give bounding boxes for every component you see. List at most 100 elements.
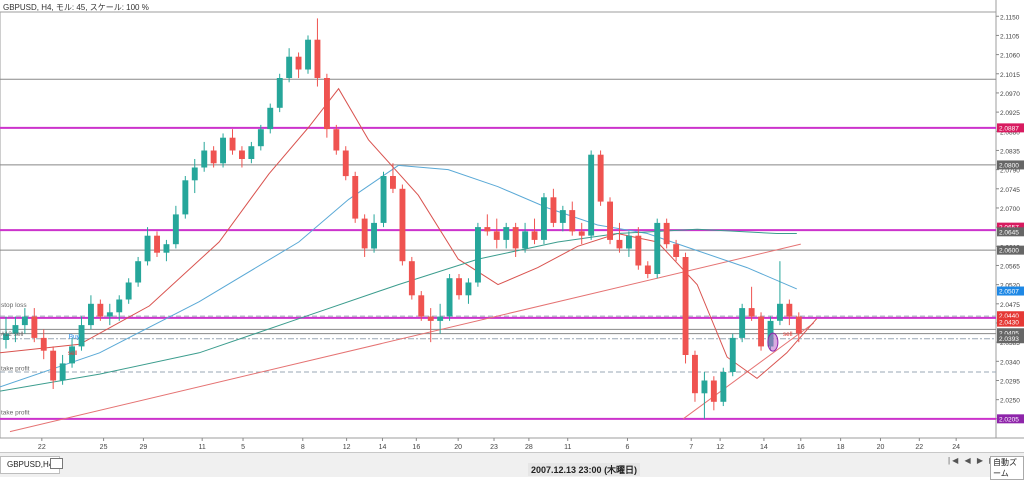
candle <box>267 103 274 134</box>
candle <box>493 218 500 249</box>
candle <box>710 376 717 411</box>
price-tag-box <box>997 414 1024 424</box>
price-tag-box <box>997 245 1024 255</box>
candle-body <box>314 39 321 78</box>
x-tick-label: 16 <box>412 444 420 451</box>
x-tick-label: 24 <box>952 444 960 451</box>
candle <box>644 261 651 279</box>
y-tick-label: 2.0295 <box>1000 378 1020 385</box>
y-tick-label: 2.0790 <box>1000 168 1020 175</box>
candle <box>399 184 406 266</box>
candle <box>578 222 585 245</box>
candle-body <box>748 308 755 317</box>
candle <box>701 371 708 419</box>
candle-body <box>635 235 642 266</box>
candle <box>795 312 802 343</box>
candle <box>144 227 151 266</box>
candle-body <box>446 278 453 317</box>
chart-annotation: Buy <box>69 333 81 340</box>
chart-annotation: sell <box>68 350 78 357</box>
chart-annotation: take profit <box>1 410 30 417</box>
candle-body <box>578 231 585 236</box>
candle-body <box>201 150 208 168</box>
y-tick-label: 2.0835 <box>1000 148 1020 155</box>
price-tag: 2.0405 <box>997 328 1024 338</box>
x-tick-label: 29 <box>140 444 148 451</box>
chart-annotation: take profit <box>1 366 30 373</box>
x-tick-label: 11 <box>564 444 571 451</box>
candle <box>512 222 519 257</box>
candle-body <box>729 337 736 372</box>
candle <box>729 333 736 377</box>
candle <box>88 295 94 330</box>
x-tick-label: 22 <box>38 444 46 451</box>
x-tick-label: 14 <box>379 444 387 451</box>
candle <box>503 222 510 249</box>
price-tag: 2.0800 <box>997 160 1024 170</box>
candle <box>135 256 142 287</box>
candle <box>588 150 595 240</box>
chart-annotation: sell <box>783 331 793 338</box>
candle-body <box>720 372 727 402</box>
plot-area <box>0 11 997 439</box>
candle-body <box>163 244 170 253</box>
candle-body <box>710 380 717 402</box>
x-tick-label: 12 <box>343 444 351 451</box>
y-tick-label: 2.0475 <box>1000 302 1020 309</box>
candle-body <box>248 146 255 159</box>
candle-body <box>135 261 142 283</box>
y-tick-label: 2.1015 <box>1000 72 1020 79</box>
candle <box>40 329 47 360</box>
price-chart[interactable]: 2.1150 2.1105 2.1060 2.1015 2.0970 2.0925 2.08… <box>0 0 1024 452</box>
candle <box>559 205 566 232</box>
candle-body <box>758 316 764 347</box>
candle <box>748 286 755 321</box>
candle-body <box>276 78 283 108</box>
candle-body <box>154 235 160 253</box>
candle-body <box>682 257 689 355</box>
candle-body <box>220 137 226 164</box>
candle <box>3 316 9 349</box>
price-tag-box <box>997 286 1024 296</box>
candle <box>786 299 793 326</box>
price-tag: 2.0430 <box>997 317 1024 327</box>
window-icon[interactable] <box>50 458 63 469</box>
candle-body <box>295 56 302 70</box>
x-tick-label: 5 <box>241 444 245 451</box>
x-tick-label: 23 <box>490 444 498 451</box>
candle <box>427 308 434 343</box>
candle-body <box>239 150 245 159</box>
candle <box>210 146 217 168</box>
y-tick-label: 2.0700 <box>1000 206 1020 213</box>
candle-body <box>427 316 434 321</box>
y-tick-label: 2.0250 <box>1000 398 1020 405</box>
price-tag-label: 2.0645 <box>999 229 1019 236</box>
y-tick-label: 2.0565 <box>1000 263 1020 270</box>
x-tick-label: 20 <box>454 444 462 451</box>
price-tag-label: 2.0507 <box>999 289 1019 296</box>
candle <box>106 303 113 326</box>
candle-body <box>31 316 38 338</box>
candle-body <box>531 231 538 240</box>
candle-body <box>786 303 793 317</box>
candle-body <box>116 299 123 313</box>
auto-zoom-button[interactable]: 自動ズーム <box>990 456 1024 480</box>
candle <box>201 141 208 172</box>
candle <box>352 171 359 223</box>
candle-body <box>541 197 547 240</box>
candle-body <box>522 231 529 249</box>
candle <box>59 354 66 385</box>
candle-body <box>305 39 311 70</box>
price-tag-box <box>997 227 1024 237</box>
price-tag-box <box>997 311 1024 321</box>
candle <box>191 158 198 194</box>
candle-body <box>465 282 472 296</box>
scroll-buttons[interactable]: |◀ ◀ ▶ ▶| <box>948 456 1002 465</box>
candle <box>692 350 698 402</box>
candle-body <box>607 201 613 240</box>
crosshair-time-label: 2007.12.13 23:00 (木曜日) <box>528 463 641 476</box>
price-tag-label: 2.0393 <box>999 336 1019 343</box>
price-tag: 2.0645 <box>997 227 1024 237</box>
price-tag: 2.0440 <box>997 311 1024 321</box>
candle <box>635 227 642 270</box>
